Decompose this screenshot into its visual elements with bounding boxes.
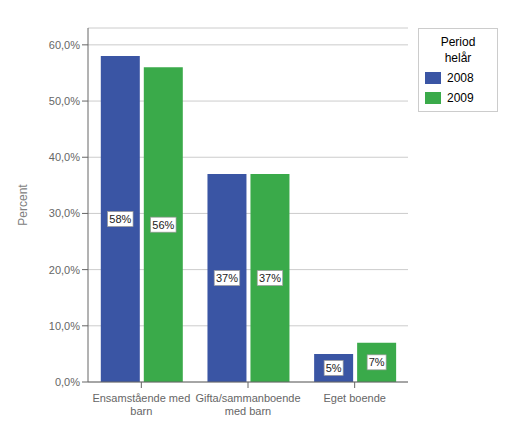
html-text:2008: 2008 [447,71,474,85]
svg-text:56%: 56% [152,219,174,231]
svg-text:60,0%: 60,0% [49,39,80,51]
svg-text:Percent: Percent [16,184,30,226]
svg-text:10,0%: 10,0% [49,320,80,332]
svg-text:50,0%: 50,0% [49,95,80,107]
svg-text:30,0%: 30,0% [49,207,80,219]
html-text:helår: helår [444,51,472,65]
html-text:Period: Period [440,35,476,49]
svg-text:37%: 37% [259,272,281,284]
svg-text:37%: 37% [216,272,238,284]
svg-text:5%: 5% [326,362,342,374]
svg-text:58%: 58% [109,213,131,225]
svg-text:20,0%: 20,0% [49,264,80,276]
svg-text:0,0%: 0,0% [55,376,80,388]
svg-text:7%: 7% [369,356,385,368]
svg-text:40,0%: 40,0% [49,151,80,163]
svg-text:Eget boende: Eget boende [323,392,385,404]
html-text:2009: 2009 [447,91,474,105]
svg-text:Ensamstående medbarn: Ensamstående medbarn [92,392,190,417]
svg-text:Gifta/sammanboendemed barn: Gifta/sammanboendemed barn [195,392,300,417]
